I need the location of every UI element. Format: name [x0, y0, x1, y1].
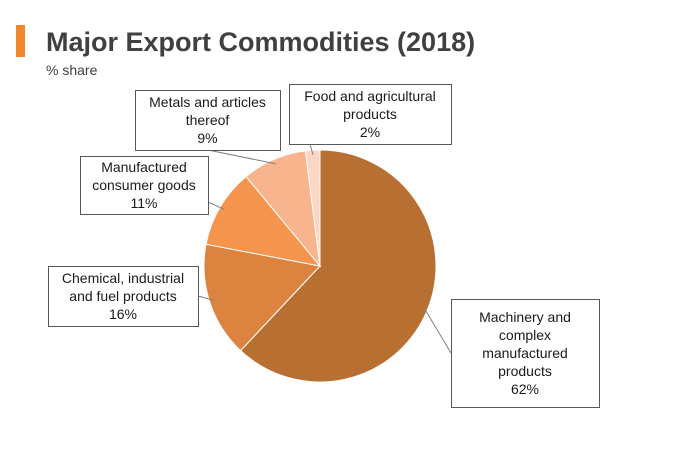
data-label-machinery-and-complex-manufactured-products: Machinery and complex manufactured products… — [479, 309, 571, 397]
data-label-text-metals-and-articles-thereof: thereof — [186, 112, 230, 128]
leader-line-food-and-agricultural-products — [309, 143, 314, 155]
data-label-box-chemical-industrial-and-fuel-products — [48, 266, 199, 327]
data-label-box-machinery-and-complex-manufactured-products — [451, 299, 600, 408]
leader-line-machinery-and-complex-manufactured-products — [423, 306, 452, 354]
data-label-metals-and-articles-thereof: Metals and articles thereof 9% — [149, 94, 266, 146]
data-label-text-manufactured-consumer-goods: Manufactured — [101, 159, 187, 175]
data-label-chemical-industrial-and-fuel-products: Chemical, industrial and fuel products 16% — [62, 270, 184, 322]
data-label-box-metals-and-articles-thereof — [135, 90, 281, 151]
pie-slice-chemical-industrial-and-fuel-products — [203, 243, 321, 352]
pie-slice-machinery-and-complex-manufactured-products — [239, 149, 437, 383]
data-label-value-metals-and-articles-thereof: 9% — [197, 130, 217, 146]
data-label-value-machinery-and-complex-manufactured-products: 62% — [511, 381, 539, 397]
data-label-text-chemical-industrial-and-fuel-products: Chemical, industrial — [62, 270, 184, 286]
data-label-box-food-and-agricultural-products — [289, 84, 452, 145]
data-label-text-manufactured-consumer-goods: consumer goods — [92, 177, 196, 193]
leader-line-chemical-industrial-and-fuel-products — [197, 295, 215, 301]
data-label-text-metals-and-articles-thereof: Metals and articles — [149, 94, 266, 110]
title-accent-bar — [16, 25, 25, 57]
data-label-value-chemical-industrial-and-fuel-products: 16% — [109, 306, 137, 322]
pie-slice-food-and-agricultural-products — [304, 149, 321, 267]
data-label-text-machinery-and-complex-manufactured-products: products — [498, 363, 552, 379]
data-label-text-machinery-and-complex-manufactured-products: manufactured — [482, 345, 568, 361]
leader-line-manufactured-consumer-goods — [207, 201, 225, 210]
data-label-text-food-and-agricultural-products: Food and agricultural — [304, 88, 436, 104]
data-label-text-machinery-and-complex-manufactured-products: complex — [499, 327, 551, 343]
data-label-text-chemical-industrial-and-fuel-products: and fuel products — [69, 288, 176, 304]
data-label-manufactured-consumer-goods: Manufactured consumer goods 11% — [92, 159, 196, 211]
data-label-value-manufactured-consumer-goods: 11% — [131, 195, 158, 211]
chart-title: Major Export Commodities (2018) — [46, 27, 476, 57]
data-label-text-machinery-and-complex-manufactured-products: Machinery and — [479, 309, 571, 325]
data-label-food-and-agricultural-products: Food and agricultural products 2% — [304, 88, 436, 140]
data-label-value-food-and-agricultural-products: 2% — [360, 124, 380, 140]
data-label-text-food-and-agricultural-products: products — [343, 106, 397, 122]
leader-line-metals-and-articles-thereof — [207, 149, 276, 165]
data-label-box-manufactured-consumer-goods — [80, 156, 209, 215]
chart-subtitle: % share — [46, 62, 98, 78]
